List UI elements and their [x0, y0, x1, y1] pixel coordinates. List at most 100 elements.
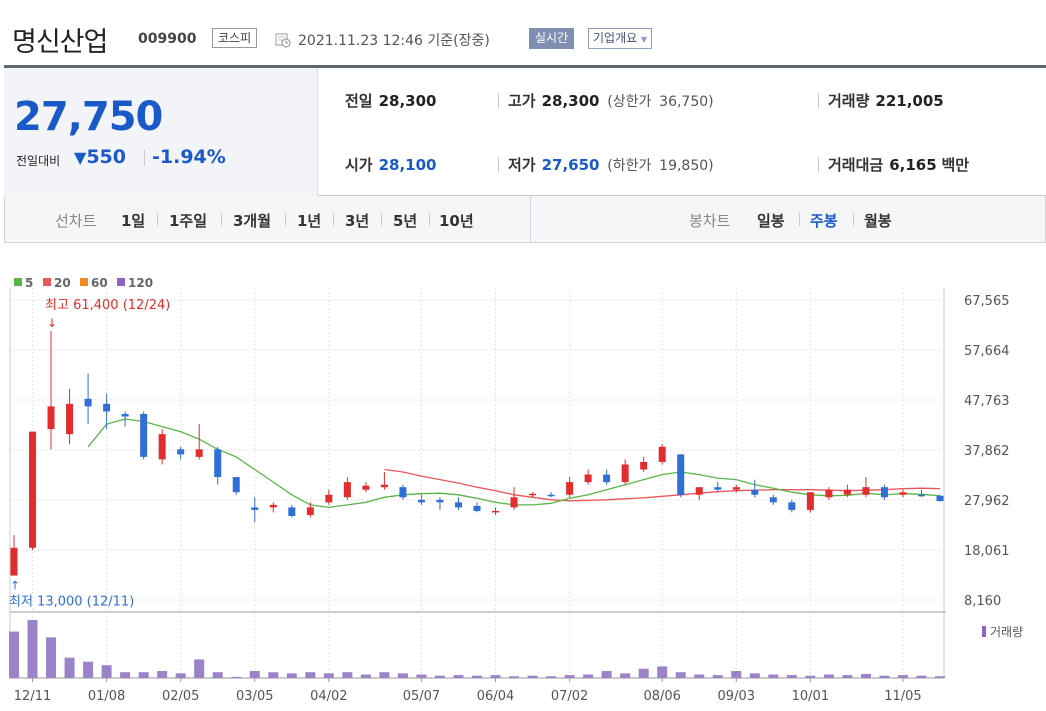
period-1d[interactable]: 1일: [121, 212, 146, 230]
period-10y[interactable]: 10년: [439, 212, 474, 230]
y-tick-label: 18,061: [964, 544, 1010, 559]
y-tick-label: 8,160: [964, 594, 1001, 609]
volume-bar: [638, 668, 649, 678]
min-price-annotation: 최저 13,000 (12/11): [9, 595, 134, 610]
x-tick-label: 06/04: [477, 689, 514, 704]
quote-datetime: 2021.11.23 12:46 기준(장중): [298, 33, 490, 49]
upper-limit-label: (상한가: [607, 94, 652, 110]
candle-body: [84, 398, 92, 407]
candle-body: [566, 482, 574, 495]
legend-swatch: [43, 278, 51, 286]
candle-body: [806, 492, 814, 510]
stat-separator: [498, 93, 499, 109]
volume-bar: [212, 672, 223, 678]
candle-body: [492, 510, 500, 513]
volume-bar: [601, 671, 612, 678]
volume-bar: [416, 674, 427, 678]
nav-separator: [853, 213, 854, 226]
period-nav: 선차트 1일 1주일 3개월 1년 3년 5년 10년 봉차트 일봉 주봉 월봉: [4, 196, 1046, 243]
volume-bar: [490, 675, 501, 678]
x-tick-label: 07/02: [551, 689, 588, 704]
x-tick-label: 12/11: [14, 689, 51, 704]
candle-body: [732, 487, 740, 490]
volume-bar: [138, 672, 149, 678]
candle-body: [417, 499, 425, 503]
open-label: 시가: [345, 156, 373, 174]
clock-icon: [275, 33, 291, 48]
period-5y[interactable]: 5년: [393, 212, 418, 230]
candle-body: [621, 464, 629, 483]
period-1w[interactable]: 1주일: [169, 212, 208, 230]
candle-body: [751, 489, 759, 495]
candle-body: [788, 502, 796, 510]
nav-separator: [157, 213, 158, 226]
nav-separator: [221, 213, 222, 226]
candle-daily[interactable]: 일봉: [757, 212, 785, 230]
chart-annotations: 최고 61,400 (12/24) ↓ ↑ 최저 13,000 (12/11): [9, 298, 170, 609]
candle-body: [306, 507, 314, 515]
candle-monthly[interactable]: 월봉: [864, 212, 892, 230]
period-3y[interactable]: 3년: [345, 212, 370, 230]
prev-close-label: 전일: [345, 92, 373, 110]
candle-body: [232, 477, 240, 493]
volume-bar: [194, 659, 205, 678]
candle-body: [510, 497, 518, 508]
period-3m[interactable]: 3개월: [233, 212, 272, 230]
volume-bar: [842, 675, 853, 678]
candle-body: [121, 413, 129, 417]
stat-separator: [818, 157, 819, 173]
ma-legend: 5 20 60 120: [14, 276, 153, 290]
y-tick-label: 27,962: [964, 494, 1010, 509]
candle-body: [769, 497, 777, 503]
x-tick-label: 02/05: [162, 689, 199, 704]
volume-bar: [249, 671, 260, 678]
candle-weekly[interactable]: 주봉: [810, 212, 838, 230]
min-arrow-icon: ↑: [10, 579, 20, 593]
lower-limit-value: 19,850): [659, 158, 714, 174]
low-value: 27,650: [541, 156, 600, 174]
nav-separator: [429, 213, 430, 226]
candle-body: [343, 482, 351, 498]
stat-separator: [818, 93, 819, 109]
amount-label: 거래대금: [828, 156, 884, 174]
volume-legend-swatch: [982, 626, 986, 637]
candle-body: [843, 489, 851, 495]
volume-bar: [564, 675, 575, 678]
company-overview-dropdown[interactable]: 기업개요 ▼: [588, 28, 653, 49]
candle-body: [862, 487, 870, 495]
y-tick-label: 57,664: [964, 344, 1010, 359]
stock-chart: 5 20 60 120 67,565 57,664 47,763 37,862 27,962 1…: [0, 270, 1046, 711]
candle-body: [547, 494, 555, 497]
candle-body: [473, 505, 481, 511]
period-1y[interactable]: 1년: [297, 212, 322, 230]
candles: [10, 331, 944, 576]
stat-amount: 거래대금 6,165 백만: [828, 154, 969, 175]
y-tick-label: 37,862: [964, 444, 1010, 459]
volume-bar: [749, 673, 760, 678]
volume-bar: [860, 673, 871, 678]
volume-bar: [286, 673, 297, 678]
volume-bar: [268, 672, 279, 678]
candle-body: [288, 507, 296, 516]
realtime-button[interactable]: 실시간: [529, 28, 575, 49]
stat-high: 고가 28,300 (상한가 36,750): [508, 90, 714, 111]
candle-body: [695, 487, 703, 495]
stat-open: 시가 28,100: [345, 154, 437, 175]
x-tick-label: 08/06: [643, 689, 680, 704]
volume-bar: [694, 674, 705, 678]
stat-volume: 거래량 221,005: [828, 90, 944, 111]
stat-separator: [498, 157, 499, 173]
open-value: 28,100: [378, 156, 437, 174]
x-tick-label: 04/02: [310, 689, 347, 704]
down-triangle-icon: ▼: [74, 148, 87, 167]
candle-body: [269, 504, 277, 508]
amount-unit: 백만: [941, 156, 970, 174]
candle-body: [47, 406, 55, 430]
stat-prev-close: 전일 28,300: [345, 90, 437, 111]
high-label: 고가: [508, 92, 536, 110]
high-value: 28,300: [541, 92, 600, 110]
stock-code: 009900: [138, 31, 197, 47]
nav-divider: [530, 196, 531, 242]
candle-body: [140, 413, 148, 457]
candle-body: [66, 403, 74, 435]
